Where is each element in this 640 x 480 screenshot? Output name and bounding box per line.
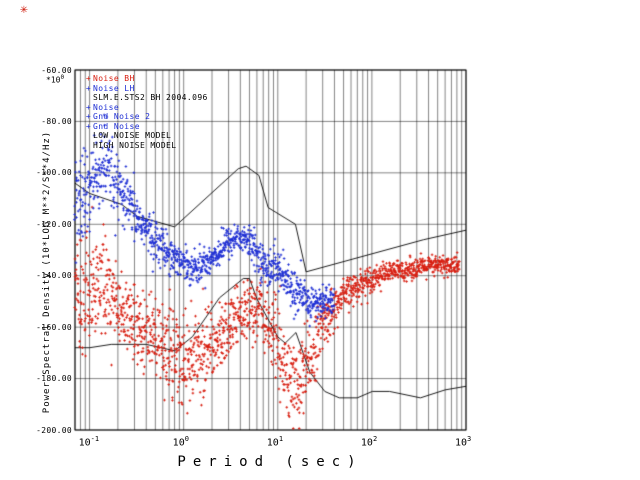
legend-marker-icon: + [85, 102, 92, 112]
legend-marker-icon: + [85, 112, 92, 122]
legend-label: Noise BH [93, 74, 135, 84]
legend-label: LOW NOISE MODEL [93, 131, 172, 141]
legend-label: Noise [93, 102, 120, 112]
legend-label: Noise LH [93, 83, 135, 93]
legend-item: + Gnd Noise 2 [84, 112, 208, 122]
legend-label: HIGH NOISE MODEL [93, 140, 177, 150]
plot-stamp-icon: ✳ [20, 2, 28, 17]
legend-item: SLM.E.STS2 BH 2004.096 [84, 93, 208, 103]
y-axis-scale-factor: *100 [46, 74, 64, 85]
legend-item: HIGH NOISE MODEL [84, 141, 208, 151]
legend-label: Gnd Noise [93, 121, 140, 131]
legend-marker-icon: + [85, 121, 92, 131]
legend-marker-icon: + [85, 83, 92, 93]
y-axis-scale-base: *10 [46, 75, 61, 85]
legend-item: + Gnd Noise [84, 122, 208, 132]
legend: + Noise BH + Noise LH SLM.E.STS2 BH 2004.096… [84, 74, 208, 150]
legend-item: LOW NOISE MODEL [84, 131, 208, 141]
legend-label: Gnd Noise 2 [93, 112, 151, 122]
legend-item: + Noise [84, 103, 208, 113]
x-axis-label: Period (sec) [177, 454, 363, 470]
legend-item: + Noise LH [84, 84, 208, 94]
y-axis-label: Power Spectral Density (10*LOG M**2/S**4… [42, 130, 52, 414]
legend-marker-icon: + [85, 74, 92, 84]
y-axis-scale-exp: 0 [60, 74, 65, 81]
legend-label: SLM.E.STS2 BH 2004.096 [93, 93, 208, 103]
legend-item: + Noise BH [84, 74, 208, 84]
